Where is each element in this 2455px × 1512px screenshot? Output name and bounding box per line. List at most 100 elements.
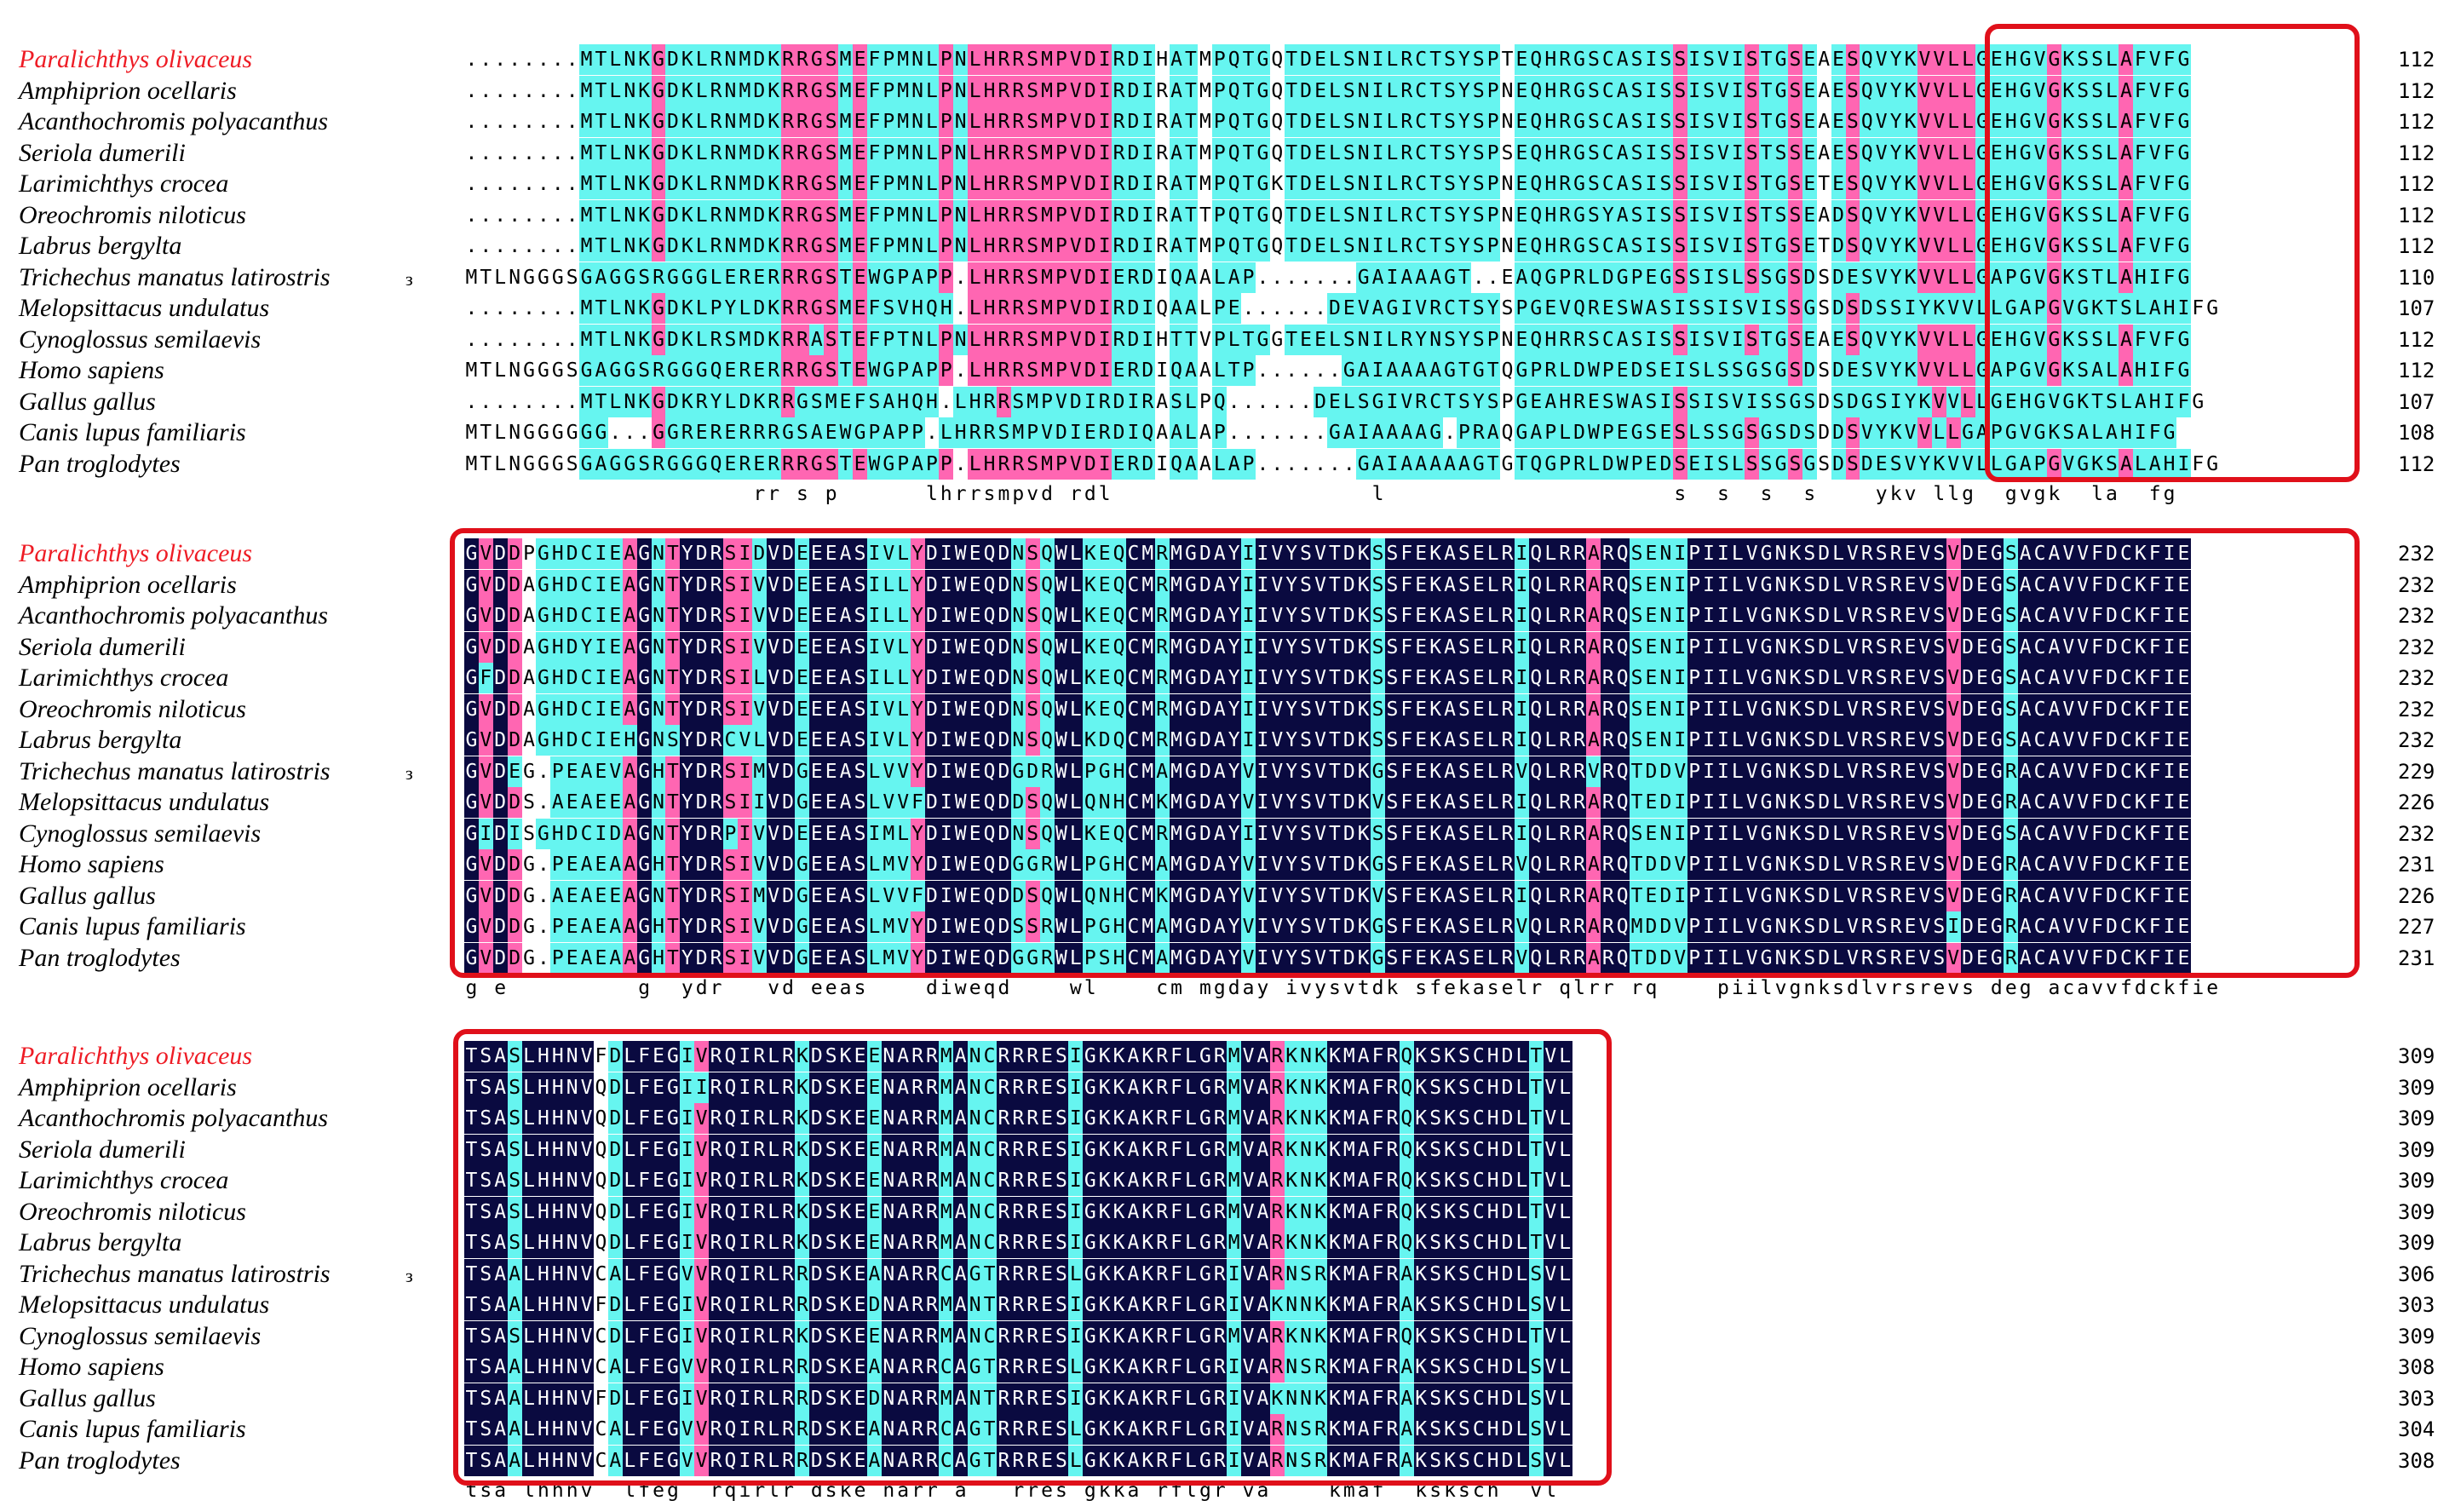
residue: L [1486, 663, 1501, 693]
residue: K [766, 106, 781, 137]
residue: E [594, 787, 608, 818]
residue: G [1802, 293, 1817, 324]
residue: A [2018, 787, 2033, 818]
residue: S [2090, 231, 2105, 262]
residue: I [1716, 631, 1731, 663]
residue: D [1198, 569, 1213, 601]
residue: K [1327, 1072, 1342, 1103]
residue: D [607, 1227, 623, 1258]
residue: S [1471, 106, 1486, 137]
residue: G [1774, 106, 1788, 137]
residue: A [895, 1290, 911, 1320]
residue: G [1255, 324, 1270, 355]
residue: A [1615, 44, 1630, 75]
residue: E [866, 1165, 882, 1196]
residue: E [1471, 911, 1486, 942]
residue: D [694, 756, 710, 787]
residue: L [737, 293, 752, 324]
residue: A [2018, 849, 2033, 880]
residue: L [1199, 297, 1211, 319]
residue: Q [1039, 818, 1055, 849]
consensus-char: y [681, 977, 693, 999]
residue: E [651, 1320, 666, 1352]
residue: L [1557, 1227, 1572, 1258]
residue: S [1630, 106, 1645, 137]
residue: R [709, 538, 724, 569]
residue: N [1097, 880, 1113, 911]
residue: C [2119, 725, 2134, 756]
residue: V [1745, 569, 1760, 601]
residue: R [709, 1041, 724, 1072]
residue: Q [1615, 756, 1630, 787]
residue: L [1385, 231, 1400, 262]
residue: D [996, 725, 1011, 756]
residue: C [1601, 169, 1616, 199]
residue: S [1457, 693, 1472, 725]
residue: R [996, 1445, 1011, 1476]
residue: K [1327, 1445, 1342, 1476]
residue: R [924, 1196, 940, 1227]
position-number: 112 [2398, 110, 2435, 134]
residue: H [1156, 328, 1169, 351]
residue: Y [1457, 106, 1472, 137]
residue: V [579, 1414, 595, 1445]
residue: D [694, 569, 710, 601]
residue: L [895, 725, 911, 756]
residue: E [853, 355, 867, 386]
residue: V [1313, 538, 1328, 569]
residue: E [809, 631, 825, 663]
residue: D [665, 324, 681, 355]
residue: . [509, 173, 521, 195]
residue: S [507, 1103, 522, 1134]
residue: S [2004, 663, 2019, 693]
residue: A [895, 1383, 911, 1414]
residue: A [910, 448, 925, 480]
residue: L [1946, 355, 1961, 386]
residue: V [1543, 1103, 1558, 1134]
residue: I [737, 631, 752, 663]
residue: V [895, 787, 911, 818]
residue: A [507, 1414, 522, 1445]
position-number: 232 [2398, 666, 2435, 690]
residue: K [1313, 1165, 1328, 1196]
residue: V [751, 601, 767, 631]
residue: L [1730, 787, 1745, 818]
residue: T [1241, 75, 1256, 106]
residue: T [1169, 324, 1184, 355]
residue: L [1543, 818, 1558, 849]
residue: H [939, 293, 954, 324]
residue: E [1903, 663, 1917, 693]
residue: N [1774, 538, 1788, 569]
residue: T [1528, 1072, 1544, 1103]
residue: L [494, 422, 507, 444]
residue: R [1025, 1103, 1040, 1134]
residue: S [1054, 1290, 1069, 1320]
residue: Y [1227, 787, 1242, 818]
residue: V [478, 725, 493, 756]
residue: K [1428, 569, 1443, 601]
consensus-char [1270, 975, 1285, 1001]
residue: R [1212, 1383, 1228, 1414]
residue: H [2004, 324, 2019, 355]
residue: Y [1457, 169, 1472, 199]
position-number: 112 [2398, 451, 2435, 476]
residue: G [1658, 262, 1673, 293]
residue: K [1112, 1196, 1126, 1227]
residue: V [895, 849, 911, 880]
residue: L [1327, 106, 1342, 137]
residue: N [1658, 569, 1673, 601]
residue: G [1759, 942, 1774, 974]
residue: V [1068, 137, 1084, 169]
residue: D [1831, 199, 1846, 231]
residue: S [1442, 106, 1457, 137]
residue: W [1630, 293, 1645, 324]
residue: S [1644, 386, 1659, 417]
residue: W [1586, 355, 1601, 386]
residue: C [595, 1418, 607, 1440]
residue: . [494, 79, 507, 102]
residue: G [1759, 631, 1774, 663]
residue: G [1083, 1414, 1098, 1445]
residue: D [1831, 417, 1846, 448]
consensus-char [738, 975, 752, 1001]
residue: Q [723, 1320, 738, 1352]
